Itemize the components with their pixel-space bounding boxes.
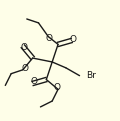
Text: O: O: [46, 34, 53, 43]
Text: O: O: [54, 83, 61, 92]
Text: O: O: [21, 64, 28, 73]
Text: O: O: [20, 43, 27, 52]
Text: Br: Br: [86, 71, 96, 80]
Text: O: O: [69, 35, 76, 44]
Text: O: O: [30, 77, 37, 86]
